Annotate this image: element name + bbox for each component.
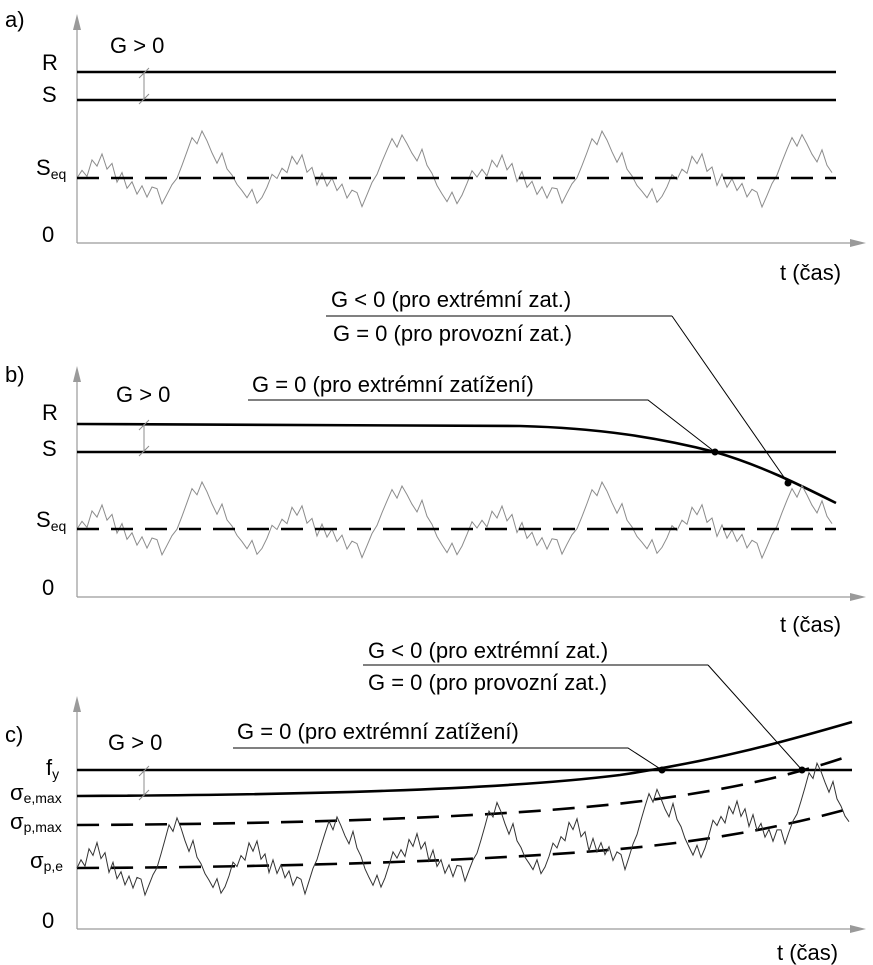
panel-a-load-history — [76, 129, 833, 209]
panel-a-x-arrow — [850, 239, 866, 247]
panel-a-label-zero: 0 — [42, 222, 54, 247]
panel-c-note-top: G < 0 (pro extrémní zat.) — [368, 638, 608, 663]
panel-c-note-bottom: G = 0 (pro provozní zat.) — [368, 670, 607, 695]
panel-c-sp-max-curve — [76, 753, 853, 827]
panel-b-y-arrow — [73, 366, 81, 382]
panel-c-point-extreme — [658, 766, 666, 774]
panel-b-label-R: R — [42, 400, 58, 425]
panel-b-load-history — [76, 480, 833, 560]
panel-c-label-zero: 0 — [42, 908, 54, 933]
panel-c-x-arrow — [850, 925, 866, 933]
panel-b-label-zero: 0 — [42, 575, 54, 600]
panel-a-margin-marker — [138, 67, 150, 105]
panel-c-label-spe: σp,e — [30, 848, 63, 874]
panel-b-leader-extreme — [248, 399, 716, 453]
panel-c-spe-curve — [76, 806, 853, 870]
panel-b-x-arrow — [850, 593, 866, 601]
panel-b-leader-service — [671, 315, 789, 484]
panel-a-margin-label: G > 0 — [110, 33, 164, 58]
panel-b-point-service — [784, 479, 792, 487]
panel-a-label-Seq: Seq — [36, 155, 66, 182]
panel-c: c) fy σe,max σp,max σp,e 0 t (čas) G > 0… — [5, 638, 866, 965]
panel-b: b) R S Seq 0 t (čas) G > 0 G = 0 (pro ex… — [5, 287, 866, 637]
panel-a-label-R: R — [42, 50, 58, 75]
panel-a-label-S: S — [42, 82, 57, 107]
panel-c-note-extreme: G = 0 (pro extrémní zatížení) — [237, 719, 519, 744]
panel-b-note-top: G < 0 (pro extrémní zat.) — [331, 287, 571, 312]
panel-a: a) R S Seq 0 t (čas) G > 0 — [5, 7, 866, 285]
panel-b-margin-label: G > 0 — [116, 382, 170, 407]
panel-c-se-max-curve — [76, 720, 853, 798]
panel-c-time-label: t (čas) — [777, 940, 838, 965]
panel-b-point-extreme — [711, 448, 719, 456]
panel-c-point-service — [798, 766, 806, 774]
panel-a-y-arrow — [73, 14, 81, 30]
panel-c-tag: c) — [5, 722, 23, 747]
panel-a-tag: a) — [5, 7, 25, 32]
panel-b-R-curve — [76, 422, 837, 505]
panel-c-label-sp-max: σp,max — [10, 809, 62, 835]
panel-c-leader-extreme — [233, 747, 663, 771]
panel-c-load-history — [76, 761, 850, 897]
panel-b-tag: b) — [5, 362, 25, 387]
panel-c-y-arrow — [73, 696, 81, 712]
panel-c-label-se-max: σe,max — [10, 780, 62, 806]
panel-b-time-label: t (čas) — [780, 612, 841, 637]
panel-b-margin-marker — [138, 419, 150, 457]
panel-b-note-bottom: G = 0 (pro provozní zat.) — [333, 321, 572, 346]
panel-c-margin-label: G > 0 — [108, 730, 162, 755]
panel-c-margin-marker — [138, 765, 150, 801]
panel-b-label-Seq: Seq — [36, 507, 66, 534]
panel-c-label-fy: fy — [46, 755, 59, 782]
panel-b-note-extreme: G = 0 (pro extrémní zatížení) — [252, 372, 534, 397]
panel-c-leader-service — [707, 664, 803, 771]
panel-a-time-label: t (čas) — [780, 260, 841, 285]
panel-b-label-S: S — [42, 436, 57, 461]
